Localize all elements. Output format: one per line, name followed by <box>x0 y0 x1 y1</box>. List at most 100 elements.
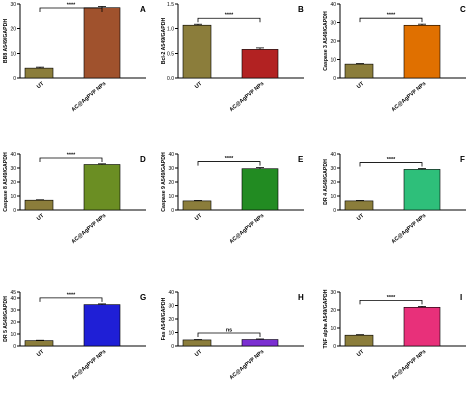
bar-ut <box>344 63 374 79</box>
y-tick-label: 0 <box>333 76 336 82</box>
y-tick-label: 10 <box>10 194 16 200</box>
y-tick-label: 40 <box>10 296 16 302</box>
y-tick-label: 20 <box>10 180 16 186</box>
chart-panel-a: 0 10 20 30 BB8 A549/GAPDH A UT AC@AgPVP NPs **** <box>3 2 146 113</box>
significance-label: **** <box>387 157 396 163</box>
bar-treated <box>83 7 121 79</box>
y-axis-label: Caspase 3 A549/GAPDH <box>323 11 329 71</box>
significance-bracket <box>359 300 423 305</box>
y-tick-label: 20 <box>330 180 336 186</box>
y-tick-label: 30 <box>10 166 16 172</box>
panel-letter: F <box>460 155 465 164</box>
y-tick-label: 40 <box>330 152 336 158</box>
y-tick-label: 1.5 <box>167 2 174 8</box>
x-tick-label: AC@AgPVP NPs <box>71 81 108 113</box>
y-tick-label: 10 <box>168 331 174 337</box>
bar-treated <box>241 168 279 211</box>
bar-ut <box>182 339 212 347</box>
x-tick-label: AC@AgPVP NPs <box>71 349 108 381</box>
bar-ut <box>344 334 374 347</box>
significance-label: **** <box>387 295 396 301</box>
significance-label: **** <box>225 156 234 162</box>
y-tick-label: 30 <box>168 166 174 172</box>
x-tick-label: UT <box>356 80 366 90</box>
significance-bracket <box>197 332 261 337</box>
significance-label: ns <box>226 327 232 333</box>
x-tick-label: UT <box>194 348 204 358</box>
y-tick-label: 30 <box>330 290 336 296</box>
bar-ut <box>344 200 374 211</box>
panel-letter: D <box>140 155 146 164</box>
x-tick-label: UT <box>356 212 366 222</box>
significance-bracket <box>39 7 103 12</box>
y-tick-label: 20 <box>330 308 336 314</box>
bar-ut <box>24 199 54 211</box>
significance-bracket <box>39 297 103 302</box>
y-tick-label: 0 <box>13 208 16 214</box>
y-tick-label: 30 <box>168 304 174 310</box>
y-axis-label: BB8 A549/GAPDH <box>3 19 9 63</box>
panel-letter: H <box>298 293 304 302</box>
chart-panel-b: 0.0 0.5 1.0 1.5 Bcl-2 A549/GAPDH B UT AC@AgPVP … <box>161 2 304 113</box>
y-tick-label: 20 <box>10 27 16 33</box>
y-tick-label: 10 <box>330 194 336 200</box>
bar-treated <box>403 24 441 79</box>
y-tick-label: 20 <box>10 320 16 326</box>
x-tick-label: UT <box>194 80 204 90</box>
y-axis-label: Fas A549/GAPDH <box>161 297 167 340</box>
y-tick-label: 40 <box>330 2 336 8</box>
y-tick-label: 40 <box>168 152 174 158</box>
y-axis-label: DR 4 A549/GAPDH <box>323 159 329 205</box>
y-tick-label: 45 <box>10 290 16 296</box>
y-tick-label: 0 <box>171 208 174 214</box>
panel-letter: B <box>298 5 304 14</box>
significance-bracket <box>359 17 423 23</box>
bar-treated <box>241 339 279 347</box>
significance-label: **** <box>67 153 76 159</box>
significance-bracket <box>359 162 423 167</box>
y-tick-label: 1.0 <box>167 27 174 33</box>
y-tick-label: 10 <box>168 194 174 200</box>
y-tick-label: 40 <box>10 152 16 158</box>
x-tick-label: UT <box>194 212 204 222</box>
panel-letter: I <box>460 293 462 302</box>
bar-treated <box>403 306 441 347</box>
panel-letter: E <box>298 155 304 164</box>
y-tick-label: 30 <box>10 308 16 314</box>
x-tick-label: UT <box>36 80 46 90</box>
y-tick-label: 10 <box>10 332 16 338</box>
x-tick-label: AC@AgPVP NPs <box>229 349 266 381</box>
bar-ut <box>24 340 54 347</box>
bar-treated <box>83 164 121 211</box>
x-tick-label: AC@AgPVP NPs <box>71 213 108 245</box>
significance-label: **** <box>67 292 76 298</box>
significance-bracket <box>197 161 261 166</box>
y-axis-label: TNF alpha A549/GAPDH <box>323 289 329 348</box>
panel-letter: C <box>460 5 466 14</box>
y-tick-label: 0 <box>13 76 16 82</box>
y-axis-label: DR 5 A549/GAPDH <box>3 296 9 342</box>
y-tick-label: 30 <box>330 21 336 27</box>
y-tick-label: 30 <box>330 166 336 172</box>
panel-letter: A <box>140 5 146 14</box>
x-tick-label: AC@AgPVP NPs <box>391 81 428 113</box>
significance-bracket <box>197 17 261 23</box>
y-axis-label: Caspase 9 A549/GAPDH <box>161 152 167 212</box>
y-tick-label: 0 <box>13 344 16 350</box>
bar-ut <box>24 67 54 79</box>
y-axis: 0 10 20 30 40 <box>10 152 146 214</box>
x-tick-label: AC@AgPVP NPs <box>391 349 428 381</box>
bar-treated <box>241 49 279 79</box>
y-axis-label: Bcl-2 A549/GAPDH <box>161 17 167 64</box>
y-tick-label: 40 <box>168 290 174 296</box>
bar-treated <box>403 169 441 211</box>
y-tick-label: 10 <box>10 51 16 57</box>
bar-ut <box>182 200 212 211</box>
x-tick-label: AC@AgPVP NPs <box>229 213 266 245</box>
